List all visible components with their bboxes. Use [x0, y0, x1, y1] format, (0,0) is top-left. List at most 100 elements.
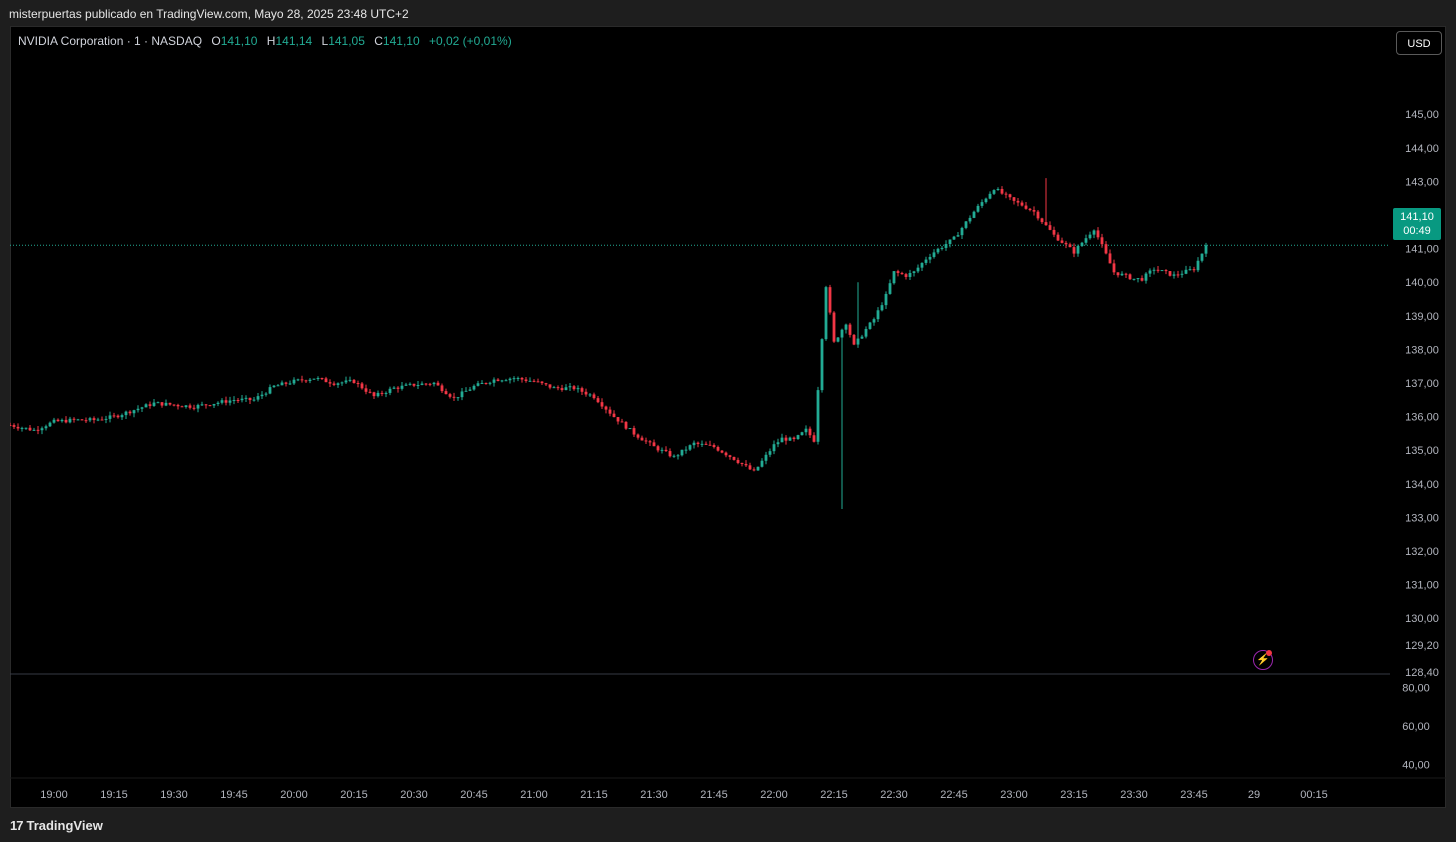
candle-body: [728, 455, 732, 457]
candle-body: [844, 324, 848, 330]
candle-body: [988, 193, 992, 199]
candle-body: [88, 418, 92, 421]
time-axis-tick-label: 00:15: [1300, 789, 1328, 801]
candle-body: [368, 391, 372, 393]
candle-body: [360, 383, 364, 389]
candle-body: [960, 227, 964, 236]
price-axis-tick-label: 139,00: [1405, 311, 1439, 323]
candle-body: [804, 428, 808, 433]
candle-body: [68, 418, 72, 423]
candle-body: [236, 400, 240, 402]
candle-body: [416, 385, 420, 387]
price-axis-tick-label: 132,00: [1405, 546, 1439, 558]
candle-body: [192, 407, 196, 409]
candle-body: [976, 205, 980, 212]
candle-body: [1044, 222, 1048, 226]
candle-body: [52, 419, 56, 423]
candle-body: [1004, 193, 1008, 195]
candle-body: [1016, 200, 1020, 203]
candle-body: [452, 396, 456, 398]
candle-body: [268, 387, 272, 394]
candle-body: [516, 377, 520, 379]
candle-body: [1092, 230, 1096, 235]
symbol-title[interactable]: NVIDIA Corporation · 1 · NASDAQ: [18, 34, 203, 48]
candle-body: [996, 188, 1000, 191]
candle-body: [136, 408, 140, 411]
candle-body: [608, 409, 612, 414]
candle-body: [572, 386, 576, 390]
price-axis-tick-label: 141,00: [1405, 244, 1439, 256]
candle-body: [16, 426, 20, 429]
candle-body: [912, 271, 916, 273]
candle-body: [872, 319, 876, 323]
candle-body: [928, 256, 932, 260]
candle-body: [1040, 218, 1044, 223]
candle-body: [380, 392, 384, 394]
time-axis-tick-label: 22:45: [940, 789, 968, 801]
candle-body: [620, 421, 624, 423]
candle-body: [784, 437, 788, 441]
candle-body: [312, 378, 316, 380]
notification-dot: [1266, 650, 1272, 656]
candle-body: [272, 385, 276, 388]
tradingview-logo-icon: 17: [10, 818, 24, 833]
candle-body: [668, 451, 672, 457]
candle-body: [476, 383, 480, 386]
candle-body: [800, 432, 804, 436]
candle-body: [528, 380, 532, 382]
time-axis-tick-label: 20:00: [280, 789, 308, 801]
candle-body: [28, 427, 32, 431]
candle-body: [864, 328, 868, 337]
candle-body: [972, 211, 976, 218]
candle-body: [1084, 238, 1088, 243]
candle-body: [296, 379, 300, 381]
candle-body: [904, 274, 908, 277]
candle-body: [648, 441, 652, 443]
candle-body: [160, 402, 164, 406]
candle-body: [560, 388, 564, 391]
candle-body: [820, 339, 824, 391]
chart-frame[interactable]: [10, 26, 1446, 808]
candle-body: [108, 415, 112, 419]
time-axis-tick-label: 22:15: [820, 789, 848, 801]
candle-body: [144, 404, 148, 408]
candle-body: [12, 425, 16, 427]
candle-body: [320, 378, 324, 380]
time-axis-tick-label: 23:30: [1120, 789, 1148, 801]
candle-body: [1048, 225, 1052, 230]
candle-body: [724, 452, 728, 456]
candle-body: [604, 406, 608, 410]
candle-body: [304, 380, 308, 382]
candle-body: [992, 190, 996, 194]
candle-body: [764, 454, 768, 461]
candle-body: [328, 382, 332, 384]
candle-body: [72, 418, 76, 420]
candle-body: [92, 418, 96, 421]
candle-body: [176, 404, 180, 407]
tradingview-logo[interactable]: 17 TradingView: [10, 818, 103, 833]
currency-button[interactable]: USD: [1396, 31, 1442, 55]
candle-body: [816, 390, 820, 442]
candle-body: [752, 469, 756, 471]
candle-body: [508, 378, 512, 381]
candle-body: [10, 425, 12, 427]
candle-body: [20, 427, 24, 429]
candle-body: [900, 272, 904, 275]
candle-body: [868, 322, 872, 329]
candle-body: [292, 379, 296, 384]
price-chart[interactable]: 145,00144,00143,00142,00141,00140,00139,…: [10, 26, 1446, 808]
candle-body: [96, 419, 100, 421]
candle-body: [840, 329, 844, 338]
candle-body: [244, 397, 248, 399]
candle-body: [1060, 240, 1064, 243]
candle-body: [364, 388, 368, 392]
price-axis-tick-label: 144,00: [1405, 143, 1439, 155]
candle-body: [156, 402, 160, 404]
candle-body: [892, 271, 896, 284]
candle-body: [768, 451, 772, 455]
low-value: 141,05: [328, 34, 365, 48]
candle-body: [1120, 273, 1124, 276]
lightning-alert-icon[interactable]: ⚡: [1253, 650, 1273, 670]
candle-body: [756, 466, 760, 471]
candle-body: [640, 437, 644, 441]
